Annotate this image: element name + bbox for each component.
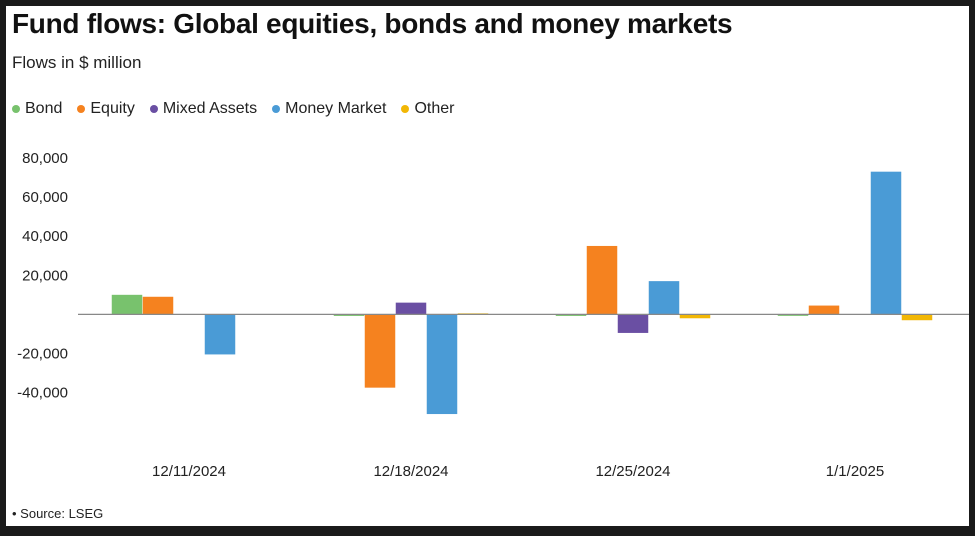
bar-equity [586, 245, 618, 315]
bar-equity [142, 296, 174, 315]
legend-swatch-other [401, 105, 410, 113]
legend-label-equity: Equity [90, 100, 135, 117]
bar-bond [111, 294, 143, 315]
x-tick-label: 12/18/2024 [373, 463, 448, 480]
bar-mixed-assets [617, 314, 649, 333]
legend-label-money-market: Money Market [285, 100, 387, 117]
legend-item-other: Other [401, 100, 455, 118]
legend-item-mixed-assets: Mixed Assets [149, 100, 258, 118]
bar-bond [777, 314, 809, 316]
bar-chart: 80,000 60,000 40,000 20,000 -20,000 -40,000 12… [17, 150, 969, 480]
legend-label-bond: Bond [25, 100, 63, 117]
bar-other [679, 314, 711, 319]
legend-label-other: Other [414, 100, 455, 117]
source-note: • Source: LSEG [12, 506, 104, 521]
legend-item-bond: Bond [12, 100, 62, 118]
y-tick-label: 40,000 [22, 228, 68, 245]
bar-money-market [870, 171, 902, 315]
bar-money-market [648, 281, 680, 315]
bar-equity [364, 314, 396, 388]
bar-mixed-assets [395, 302, 427, 315]
bar-bond [333, 314, 365, 316]
bar-equity [808, 305, 840, 315]
chart-card: Fund flows: Global equities, bonds and m… [6, 6, 969, 526]
chart-title: Fund flows: Global equities, bonds and m… [12, 8, 733, 39]
legend-swatch-money-market [272, 105, 281, 113]
x-tick-label: 12/11/2024 [152, 463, 226, 480]
legend-swatch-mixed-assets [149, 105, 158, 113]
bar-money-market [426, 314, 458, 415]
y-tick-label: 20,000 [22, 267, 68, 284]
bar-bond [555, 314, 587, 316]
chart-legend: Bond Equity Mixed Assets Money Market Ot… [12, 100, 470, 118]
bar-other [901, 314, 933, 321]
legend-swatch-bond [12, 105, 20, 113]
legend-item-equity: Equity [77, 100, 135, 118]
y-tick-label: -40,000 [17, 385, 68, 402]
chart-subtitle: Flows in $ million [12, 53, 142, 72]
bar-money-market [204, 314, 236, 355]
y-tick-label: 60,000 [22, 189, 68, 206]
legend-item-money-market: Money Market [272, 100, 386, 118]
y-tick-label: 80,000 [22, 150, 68, 167]
x-tick-label: 1/1/2025 [826, 463, 884, 480]
legend-swatch-equity [77, 105, 86, 113]
legend-label-mixed-assets: Mixed Assets [162, 100, 258, 117]
y-tick-label: -20,000 [17, 345, 68, 362]
x-tick-label: 12/25/2024 [595, 463, 670, 480]
